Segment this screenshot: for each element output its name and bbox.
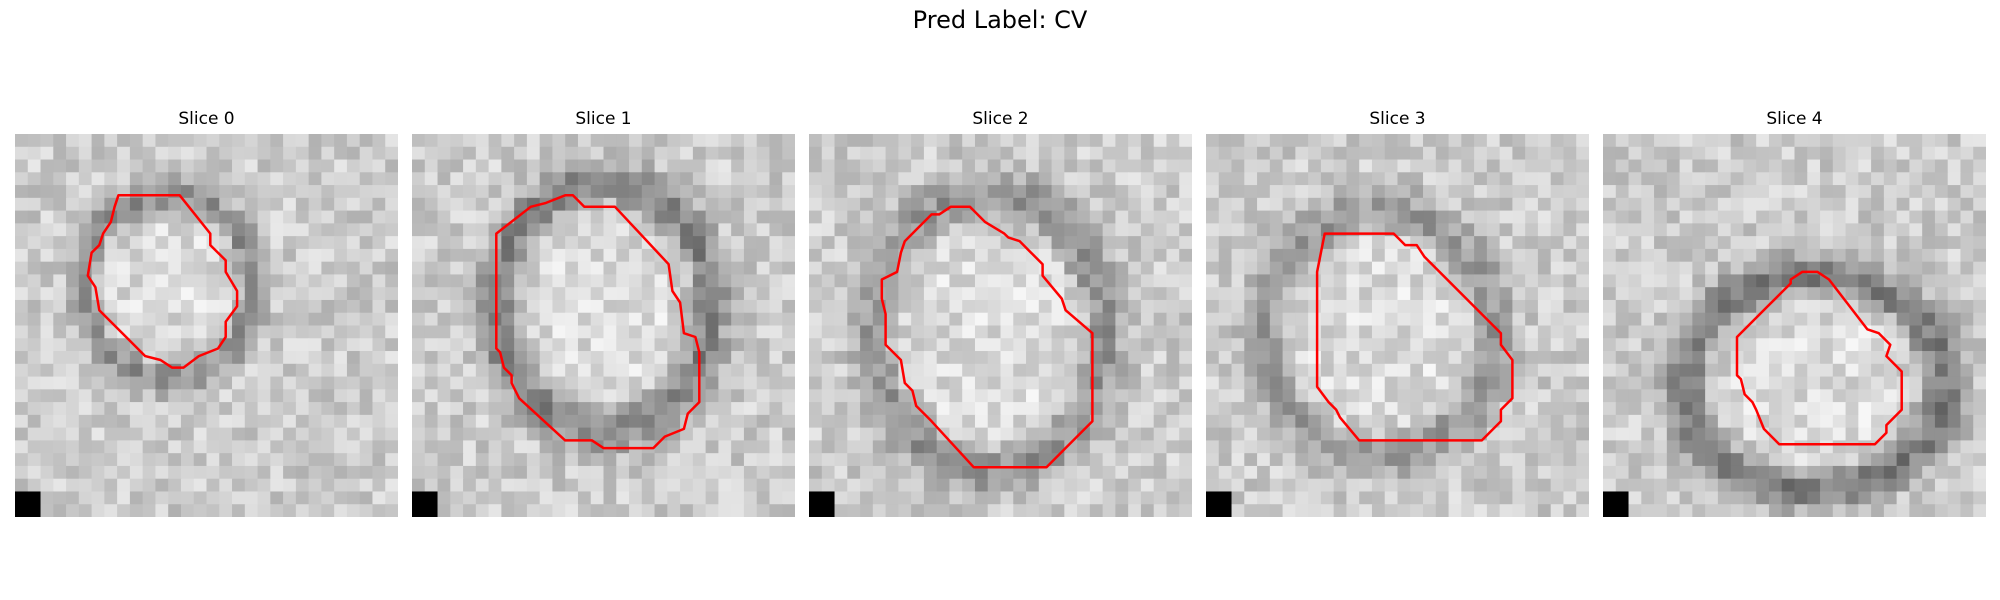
slice-svg-0 xyxy=(15,134,398,517)
slice-svg-2 xyxy=(809,134,1192,517)
slice-image-1 xyxy=(412,134,795,517)
figure-title: Pred Label: CV xyxy=(912,6,1088,34)
slice-svg-3 xyxy=(1206,134,1589,517)
slice-title-3: Slice 3 xyxy=(1369,109,1426,129)
slice-svg-1 xyxy=(412,134,795,517)
slice-image-2 xyxy=(809,134,1192,517)
corner-marker xyxy=(15,491,41,517)
slice-title-0: Slice 0 xyxy=(178,109,235,129)
slice-image-0 xyxy=(15,134,398,517)
segmentation-contour xyxy=(1735,270,1903,446)
slice-image-3 xyxy=(1206,134,1589,517)
corner-marker xyxy=(1603,491,1629,517)
slice-title-1: Slice 1 xyxy=(575,109,632,129)
segmentation-contour xyxy=(880,205,1094,469)
corner-marker xyxy=(1206,491,1232,517)
slice-svg-4 xyxy=(1603,134,1986,517)
corner-marker xyxy=(809,491,835,517)
segmentation-contour xyxy=(86,194,239,369)
slice-title-4: Slice 4 xyxy=(1766,109,1823,129)
slice-title-2: Slice 2 xyxy=(972,109,1029,129)
segmentation-contour xyxy=(495,194,701,450)
corner-marker xyxy=(412,491,438,517)
slice-image-4 xyxy=(1603,134,1986,517)
segmentation-contour xyxy=(1315,232,1514,442)
